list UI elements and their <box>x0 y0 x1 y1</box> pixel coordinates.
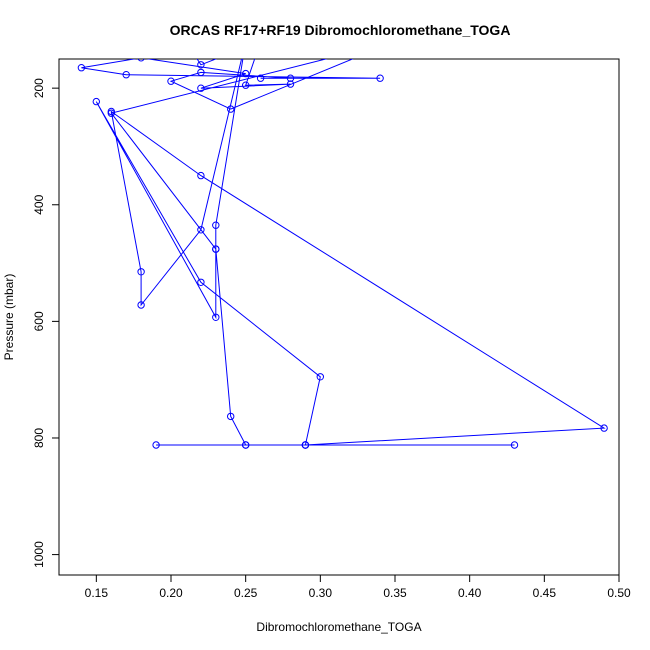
data-point <box>227 412 235 421</box>
data-point <box>197 171 205 180</box>
x-tick-label: 0.50 <box>607 586 631 600</box>
data-point <box>212 313 220 321</box>
plot-area <box>58 38 620 576</box>
y-tick-label: 1000 <box>32 541 46 568</box>
data-point <box>137 301 145 309</box>
data-point <box>197 68 205 77</box>
data-point <box>257 38 263 44</box>
y-tick-label: 800 <box>32 428 46 448</box>
x-tick-label: 0.30 <box>309 586 333 600</box>
series-line <box>81 59 606 446</box>
data-point <box>212 245 220 253</box>
data-point <box>167 77 175 85</box>
data-point <box>197 84 205 92</box>
data-point <box>242 81 250 89</box>
x-axis-label: Dibromochloromethane_TOGA <box>256 620 421 634</box>
x-tick-label: 0.35 <box>383 586 407 600</box>
data-point <box>107 109 116 117</box>
data-point <box>286 80 295 88</box>
data-point <box>301 441 310 449</box>
data-point <box>197 278 205 286</box>
data-point <box>137 268 145 276</box>
y-axis-label: Pressure (mbar) <box>2 274 16 361</box>
data-point <box>392 38 398 44</box>
y-tick-label: 600 <box>32 311 46 331</box>
data-point <box>212 221 220 229</box>
x-tick-label: 0.45 <box>533 586 557 600</box>
x-tick-label: 0.15 <box>85 586 109 600</box>
data-point <box>286 74 295 82</box>
chart-title: ORCAS RF17+RF19 Dibromochloromethane_TOG… <box>170 22 511 38</box>
x-tick-label: 0.20 <box>159 586 183 600</box>
data-point <box>77 64 86 72</box>
y-tick-label: 200 <box>32 78 46 98</box>
data-point <box>242 441 250 449</box>
data-point <box>152 441 160 449</box>
data-point <box>256 74 265 82</box>
y-tick-label: 400 <box>32 194 46 214</box>
data-point <box>242 69 250 78</box>
data-point <box>137 59 145 62</box>
y-axis: 200 400 600 800 1000 <box>32 78 59 568</box>
data-point <box>197 61 205 69</box>
data-point <box>510 441 519 449</box>
data-point <box>243 38 249 44</box>
data-point <box>227 105 235 113</box>
plot-frame <box>58 58 620 576</box>
data-point <box>316 373 324 381</box>
x-tick-label: 0.25 <box>234 586 258 600</box>
data-point <box>183 38 189 44</box>
data-point <box>92 97 101 106</box>
series-layer <box>77 38 608 449</box>
data-point <box>122 71 130 79</box>
data-point <box>600 424 608 432</box>
data-point <box>376 74 384 82</box>
data-point <box>197 226 205 234</box>
x-axis: 0.15 0.20 0.25 0.30 0.35 0.40 0.45 0.50 <box>85 575 631 600</box>
x-tick-label: 0.40 <box>458 586 482 600</box>
